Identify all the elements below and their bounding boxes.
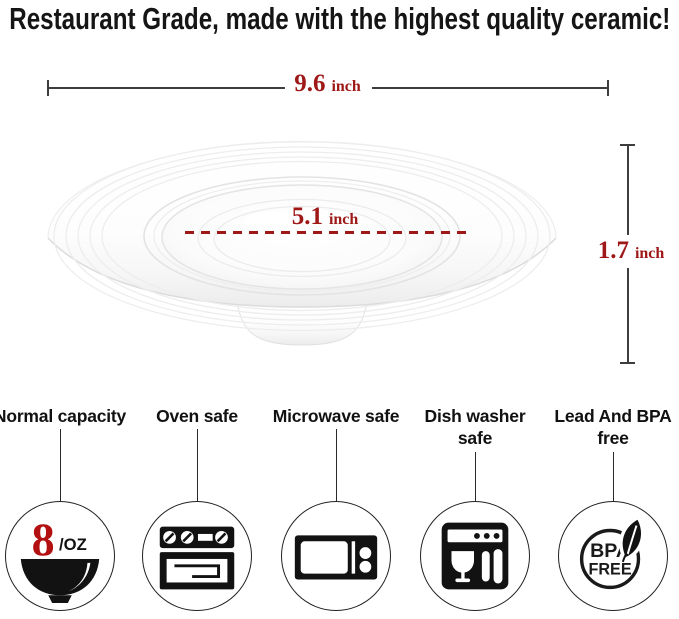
plate-well <box>161 184 443 290</box>
feature-microwave-safe: Microwave safe <box>263 405 409 619</box>
bpa-ring <box>579 528 641 590</box>
height-tick-top <box>620 144 635 146</box>
dimension-tick-left <box>47 80 49 96</box>
microwave-knob <box>359 547 372 559</box>
free-text: FREE <box>589 561 632 579</box>
bowl-highlight <box>68 562 91 592</box>
microwave-icon <box>294 535 378 580</box>
feature-label: Lead And BPA free <box>554 406 672 448</box>
dimension-line-right <box>372 87 608 89</box>
microwave-window <box>300 541 348 574</box>
bpa-free-icon: BPA FREE <box>579 515 645 590</box>
dimension-tick-right <box>607 80 609 96</box>
rim-rings <box>53 140 551 332</box>
title-row: Restaurant Grade, made with the highest … <box>0 2 679 36</box>
height-tick-bottom <box>620 362 635 364</box>
microwave-knob <box>359 560 372 573</box>
goblet <box>451 551 475 573</box>
capacity-bowl-icon: 8 /OZ <box>20 514 100 604</box>
feature-label: Dish washer safe <box>424 406 526 448</box>
inner-diameter-dashed-line <box>185 231 466 234</box>
bowl-shape <box>20 558 100 596</box>
feature-normal-capacity: Normal capacity 8 /OZ <box>0 405 130 619</box>
capacity-number: 8 <box>32 514 55 565</box>
connector-line <box>197 429 199 501</box>
feature-dishwasher-safe: Dish washer safe <box>419 405 531 619</box>
plate-image <box>47 140 557 346</box>
connector-line <box>60 429 62 501</box>
page-title: Restaurant Grade, made with the highest … <box>8 1 671 36</box>
height-line-top <box>627 145 629 235</box>
rim-inner-edge <box>143 176 461 296</box>
inner-diameter-label: 5.1 inch <box>291 203 359 230</box>
capacity-unit: /OZ <box>59 535 87 554</box>
feature-label: Oven safe <box>156 406 238 426</box>
oven-icon <box>159 526 235 590</box>
feature-badge-circle: 8 /OZ <box>5 501 115 611</box>
dimension-line-left <box>48 87 285 89</box>
connector-line <box>336 429 338 501</box>
feature-badge-circle: BPA FREE <box>558 501 668 611</box>
feature-badge-circle <box>420 501 530 611</box>
bowl-foot <box>48 595 72 604</box>
leaf-stem <box>621 552 628 563</box>
feature-label: Normal capacity <box>0 406 127 426</box>
diameter-label: 9.6 inch <box>294 70 361 97</box>
feature-badge-circle <box>142 501 252 611</box>
feature-badge-circle <box>281 501 391 611</box>
plate-slot <box>481 551 490 582</box>
leaf-vein <box>626 525 638 555</box>
feature-oven-safe: Oven safe <box>127 405 267 619</box>
connector-line <box>613 452 615 501</box>
feature-label: Microwave safe <box>272 406 400 426</box>
feature-bpa-free: Lead And BPA free BPA FREE <box>550 405 676 619</box>
dishwasher-icon <box>441 522 509 590</box>
height-label: 1.7 inch <box>597 237 665 264</box>
connector-line <box>475 452 477 501</box>
plate-slot <box>493 549 503 584</box>
leaf-icon <box>619 515 645 563</box>
height-line-bottom <box>627 268 629 363</box>
well-rings <box>197 198 407 278</box>
well-highlight <box>244 212 296 232</box>
